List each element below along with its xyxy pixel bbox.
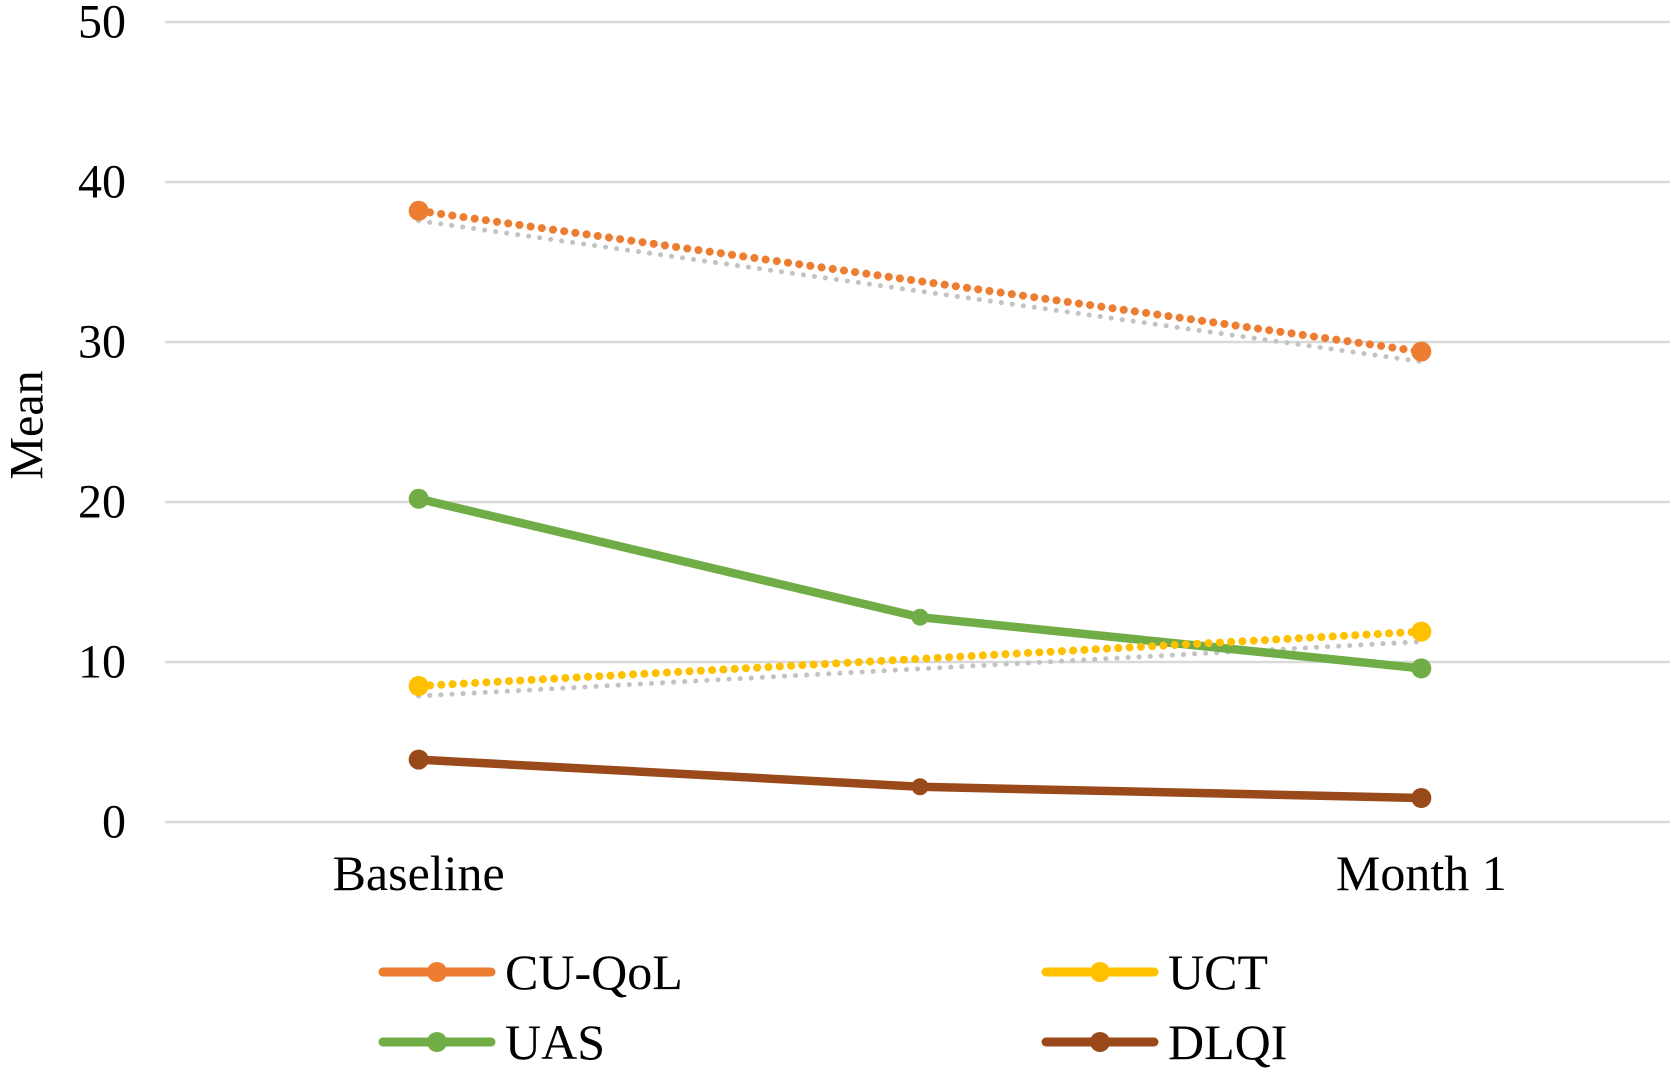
- y-axis-tick-label-10: 10: [78, 636, 126, 689]
- legend-swatch-marker-dlqi: [1090, 1032, 1110, 1052]
- legend-swatch-marker-uct: [1090, 962, 1110, 982]
- series-line-cu-qol: [414, 206, 1426, 356]
- legend-swatch-marker-uas: [427, 1032, 447, 1052]
- y-axis-tick-label-0: 0: [102, 796, 126, 849]
- data-point-dlqi-2: [1411, 788, 1432, 808]
- trendline-cu-qol: [416, 218, 1424, 365]
- legend-swatch-marker-cu-qol: [427, 962, 447, 982]
- data-point-uas-0: [408, 488, 429, 509]
- legend-label-dlqi: DLQI: [1168, 1014, 1287, 1070]
- x-axis-label-baseline: Baseline: [333, 845, 505, 901]
- y-axis-tick-label-50: 50: [78, 0, 126, 49]
- data-point-cu-qol-1: [1411, 341, 1432, 362]
- series-line-uas: [414, 494, 1426, 673]
- legend-label-uas: UAS: [505, 1014, 605, 1070]
- y-axis-tick-label-40: 40: [78, 156, 126, 209]
- y-axis-tick-label-30: 30: [78, 316, 126, 369]
- legend-label-uct: UCT: [1168, 944, 1268, 1000]
- data-point-uas-1: [911, 608, 929, 626]
- y-axis-title: Mean: [1, 370, 54, 479]
- data-point-dlqi-0: [408, 749, 429, 770]
- series-line-uct: [414, 627, 1426, 690]
- x-axis-label-month1: Month 1: [1336, 845, 1507, 901]
- data-point-cu-qol-0: [408, 200, 429, 221]
- data-point-dlqi-1: [911, 778, 929, 796]
- legend-label-cu-qol: CU-QoL: [505, 944, 683, 1000]
- data-point-uct-1: [1411, 621, 1432, 642]
- y-axis-tick-label-20: 20: [78, 476, 126, 529]
- trendline-uct: [416, 639, 1424, 699]
- data-point-uas-2: [1411, 658, 1432, 679]
- data-point-uct-0: [408, 676, 429, 696]
